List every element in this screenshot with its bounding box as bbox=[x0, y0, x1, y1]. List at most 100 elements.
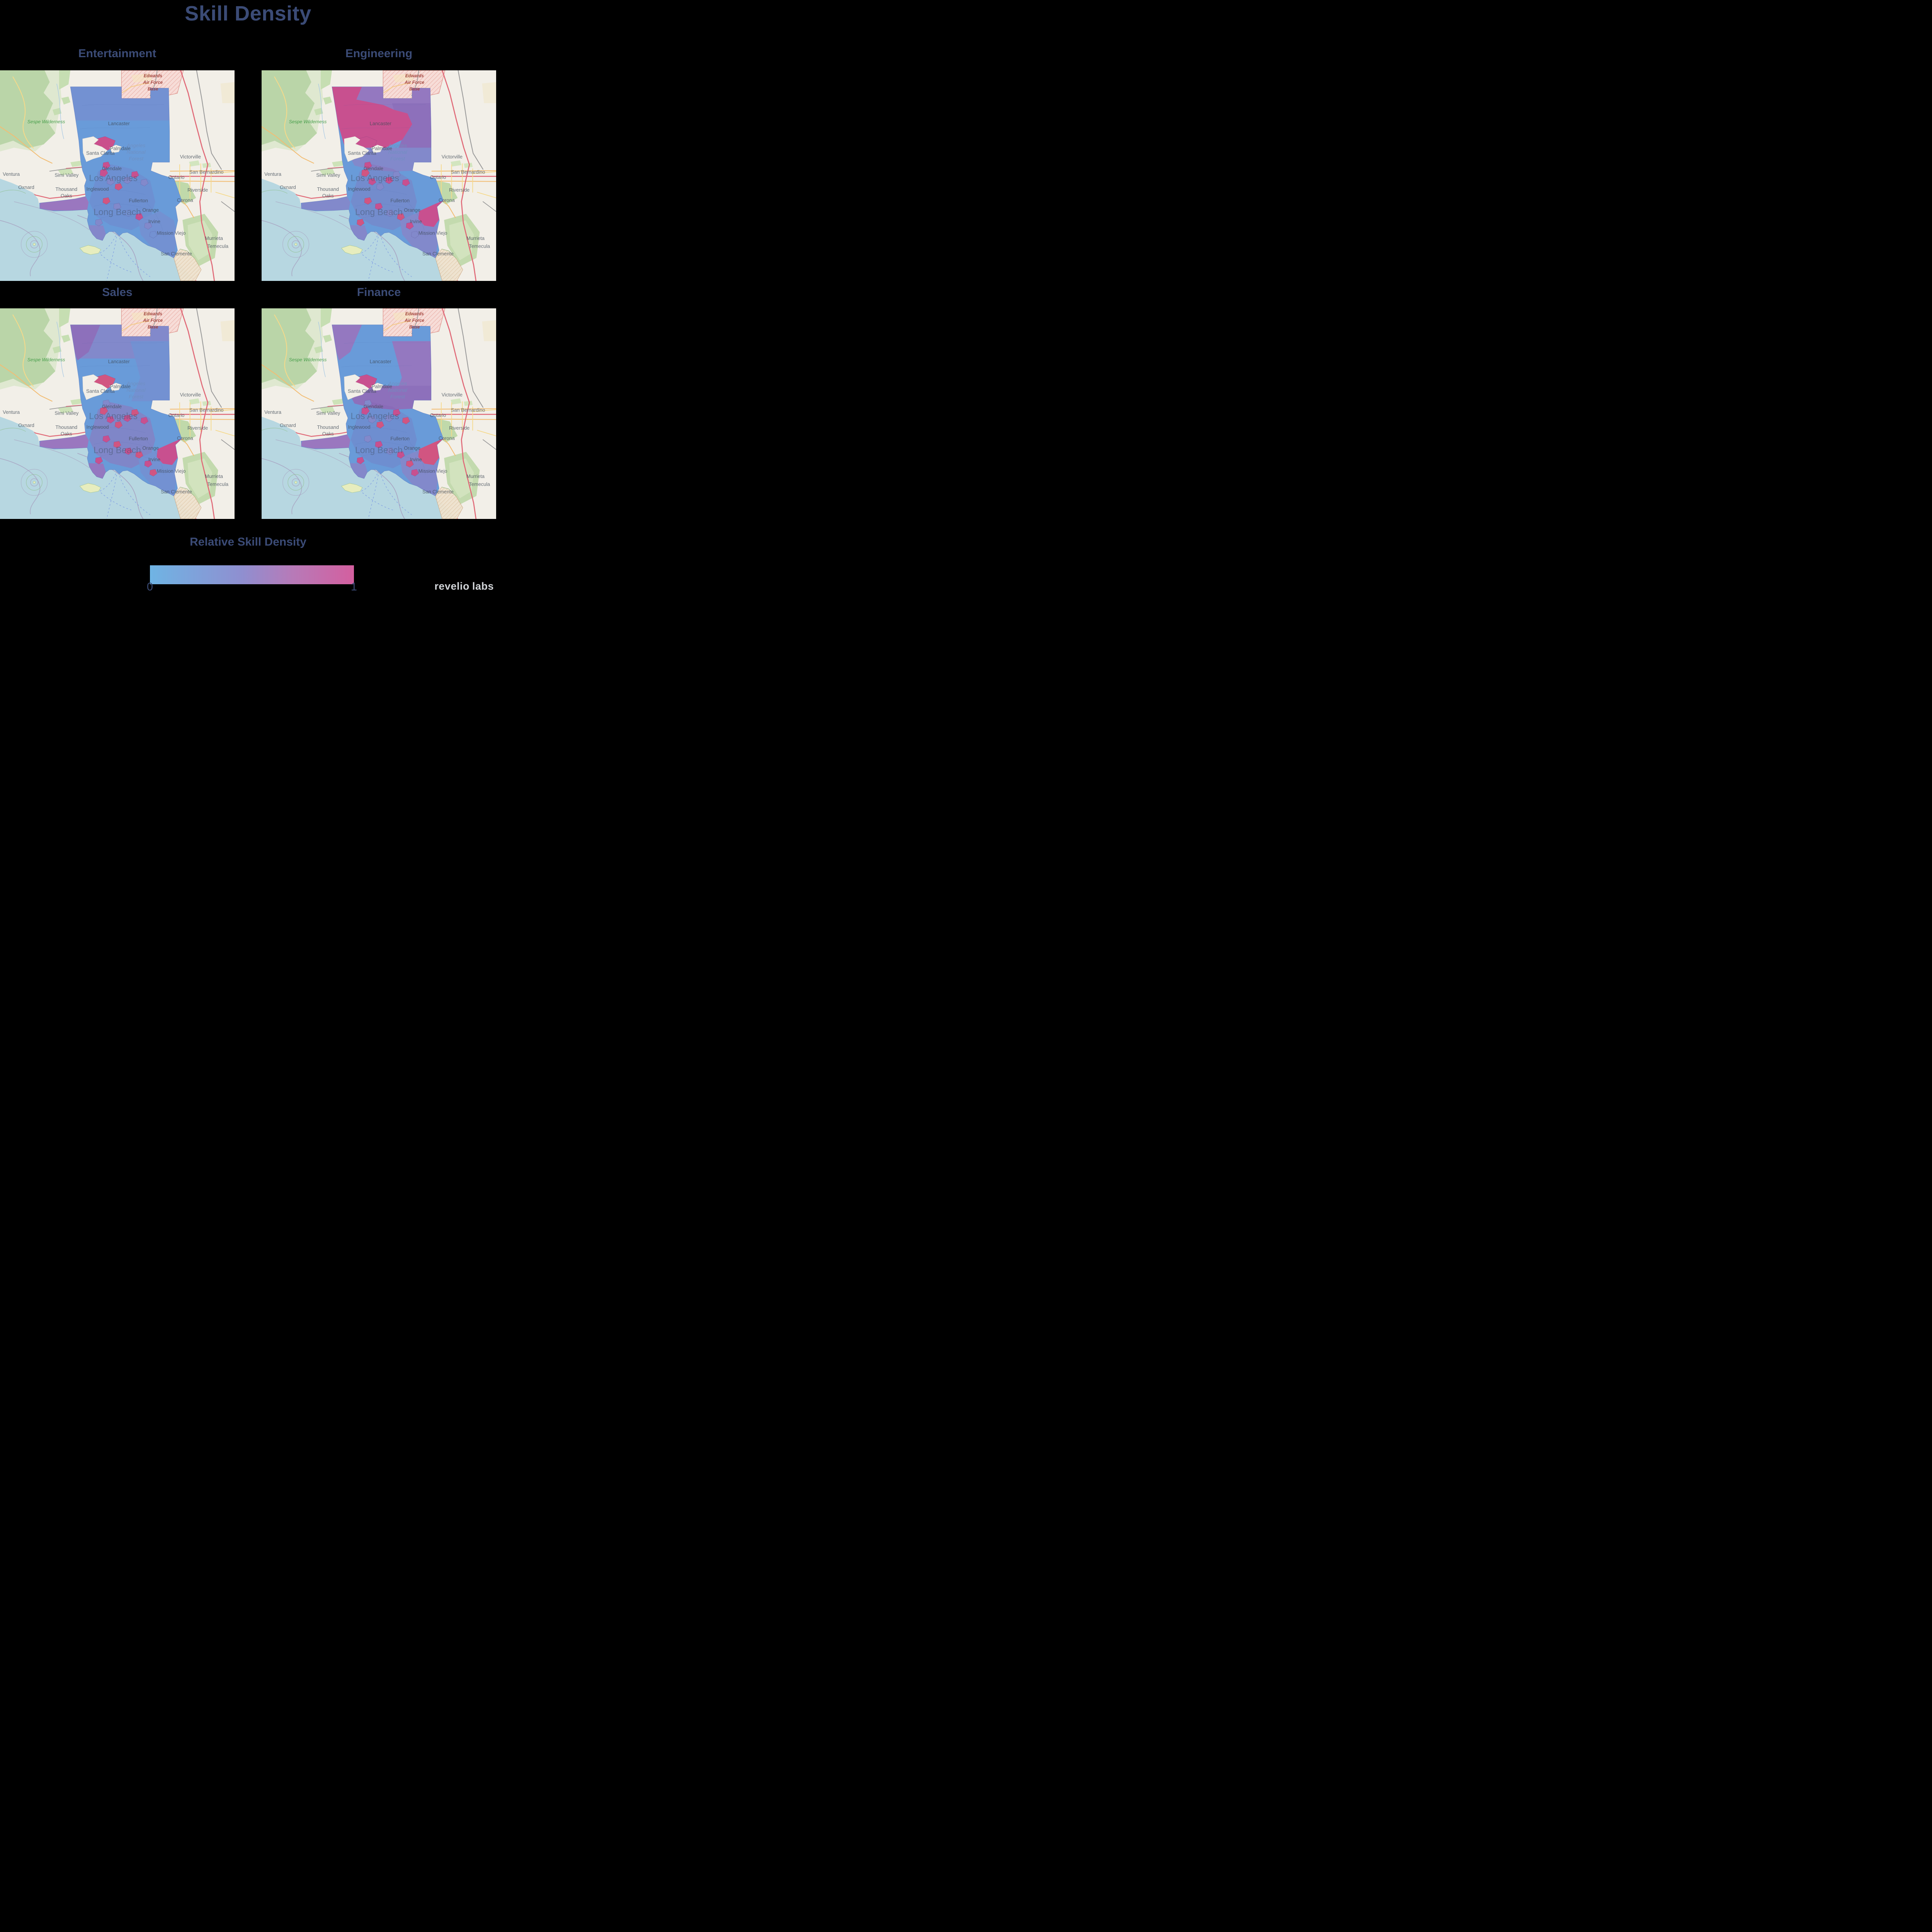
map-label-santa-clarita: Santa Clarita bbox=[348, 388, 377, 394]
map-label-angeles-nf-line2: National bbox=[127, 149, 146, 155]
map-label-angeles-nf-line2: National bbox=[388, 387, 408, 393]
map-label-glendale: Glendale bbox=[102, 404, 122, 410]
tract-boundary-texture bbox=[341, 104, 426, 237]
panel-title-entertainment: Entertainment bbox=[78, 47, 156, 60]
map-label-irvine: Irvine bbox=[148, 457, 160, 463]
map-label-fullerton: Fullerton bbox=[390, 198, 410, 204]
map-label-santa-clarita: Santa Clarita bbox=[86, 388, 115, 394]
map-label-oxnard: Oxnard bbox=[280, 422, 296, 428]
map-label-lancaster: Lancaster bbox=[108, 359, 130, 364]
unshaded-notch-palmdale bbox=[371, 145, 383, 153]
map-canvas: Edwards Air Force Base Sespe Wilderness Lanc… bbox=[262, 308, 496, 519]
colorbar-max-label: 1 bbox=[350, 581, 357, 593]
ocean bbox=[0, 179, 194, 281]
map-label-angeles-nf-line1: Angeles bbox=[126, 381, 146, 386]
map-label-lancaster: Lancaster bbox=[370, 121, 392, 126]
map-label-sespe-wilderness: Sespe Wilderness bbox=[289, 357, 327, 362]
map-label-temecula: Temecula bbox=[207, 243, 229, 249]
map-label-palmdale: Palmdale bbox=[372, 383, 392, 389]
map-label-glendale: Glendale bbox=[364, 166, 383, 172]
catalina-island bbox=[341, 245, 363, 255]
county-outline bbox=[301, 325, 444, 497]
map-label-long-beach: Long Beach bbox=[355, 207, 403, 217]
santa-barbara-island bbox=[33, 243, 36, 246]
map-label-edwards-line1: Edwards bbox=[144, 74, 163, 78]
map-label-san-bernardino: San Bernardino bbox=[189, 407, 224, 413]
camp-pendleton-area bbox=[435, 486, 463, 519]
map-label-santa-clarita: Santa Clarita bbox=[348, 150, 377, 156]
map-label-mission-viejo: Mission Viejo bbox=[157, 468, 186, 474]
map-labels-layer: Edwards Air Force Base Sespe Wilderness Lanc… bbox=[3, 74, 229, 257]
map-label-irvine: Irvine bbox=[410, 219, 422, 224]
map-label-long-beach: Long Beach bbox=[94, 445, 141, 455]
map-label-temecula: Temecula bbox=[469, 243, 490, 249]
map-label-long-beach: Long Beach bbox=[94, 207, 141, 217]
map-label-simi-valley: Simi Valley bbox=[316, 410, 340, 416]
catalina-island bbox=[79, 483, 101, 493]
map-label-fullerton: Fullerton bbox=[129, 436, 148, 442]
colorbar-gradient bbox=[150, 565, 354, 584]
camp-pendleton-area bbox=[435, 248, 463, 281]
santa-barbara-island bbox=[294, 481, 298, 484]
map-label-lancaster: Lancaster bbox=[108, 121, 130, 126]
map-label-palmdale: Palmdale bbox=[372, 145, 392, 151]
map-label-edwards-line1: Edwards bbox=[405, 74, 424, 78]
map-label-inglewood: Inglewood bbox=[86, 186, 109, 192]
legend-title: Relative Skill Density bbox=[190, 536, 306, 548]
map-label-murrieta: Murrieta bbox=[466, 235, 485, 241]
county-choropleth bbox=[301, 325, 444, 497]
map-label-mission-viejo: Mission Viejo bbox=[418, 468, 447, 474]
panel-title-sales: Sales bbox=[102, 286, 133, 299]
colorbar-min-label: 0 bbox=[146, 581, 153, 593]
map-label-edwards-line2: Air Force bbox=[404, 318, 424, 323]
tract-hotspots bbox=[357, 400, 419, 476]
map-label-sespe-wilderness: Sespe Wilderness bbox=[289, 119, 327, 124]
map-label-edwards-line1: Edwards bbox=[405, 312, 424, 316]
map-label-simi-valley: Simi Valley bbox=[316, 172, 340, 178]
camp-pendleton-area bbox=[173, 248, 202, 281]
map-label-thousand-oaks-line1: Thousand bbox=[55, 186, 77, 192]
unshaded-notch-castaic bbox=[82, 136, 108, 162]
map-label-angeles-nf-line3: Forest bbox=[390, 394, 405, 400]
panel-title-engineering: Engineering bbox=[345, 47, 413, 60]
map-label-orange: Orange bbox=[404, 445, 420, 451]
map-label-inglewood: Inglewood bbox=[348, 186, 370, 192]
unshaded-notch-palmdale bbox=[109, 383, 122, 391]
map-label-mission-viejo: Mission Viejo bbox=[157, 230, 186, 236]
map-label-edwards-line1: Edwards bbox=[144, 312, 163, 316]
map-label-thousand-oaks-line1: Thousand bbox=[55, 424, 77, 430]
santa-barbara-island bbox=[294, 243, 298, 246]
map-label-ontario: Ontario bbox=[168, 412, 185, 418]
tract-boundary-texture bbox=[80, 104, 165, 237]
map-label-ontario: Ontario bbox=[168, 174, 185, 180]
map-label-ontario: Ontario bbox=[430, 412, 446, 418]
map-label-corona: Corona bbox=[177, 197, 194, 203]
unshaded-notch-palmdale bbox=[371, 383, 383, 391]
map-label-inglewood: Inglewood bbox=[86, 424, 109, 430]
map-label-angeles-nf-line2: National bbox=[388, 149, 408, 155]
map-label-angeles-nf-line2: National bbox=[127, 387, 146, 393]
map-label-victorville: Victorville bbox=[442, 392, 463, 398]
map-label-edwards-line2: Air Force bbox=[404, 80, 424, 85]
map-label-thousand-oaks-line2: Oaks bbox=[61, 431, 72, 437]
map-label-corona: Corona bbox=[439, 197, 455, 203]
map-label-riverside: Riverside bbox=[449, 425, 469, 431]
figure-root: Skill Density Entertainment Engineering … bbox=[0, 0, 496, 596]
map-label-angeles-nf-line1: Angeles bbox=[388, 143, 407, 148]
green-areas bbox=[262, 70, 496, 267]
tract-hotspots bbox=[357, 162, 419, 238]
map-label-irvine: Irvine bbox=[148, 219, 160, 224]
brand-logo: revelio labs bbox=[434, 580, 494, 592]
map-label-los-angeles: Los Angeles bbox=[89, 173, 138, 183]
map-engineering: Edwards Air Force Base Sespe Wilderness Lanc… bbox=[262, 70, 496, 281]
map-label-los-angeles: Los Angeles bbox=[350, 411, 399, 421]
map-label-angeles-nf-line3: Forest bbox=[129, 394, 144, 400]
map-label-san-clemente: San Clemente bbox=[161, 251, 192, 257]
map-label-angeles-nf-line1: Angeles bbox=[388, 381, 407, 386]
tract-hotspots bbox=[95, 400, 158, 476]
map-label-ventura: Ventura bbox=[264, 171, 282, 177]
map-label-victorville: Victorville bbox=[180, 392, 201, 398]
santa-barbara-island bbox=[33, 481, 36, 484]
unshaded-notch-castaic bbox=[344, 374, 369, 400]
map-label-simi-valley: Simi Valley bbox=[54, 172, 79, 178]
